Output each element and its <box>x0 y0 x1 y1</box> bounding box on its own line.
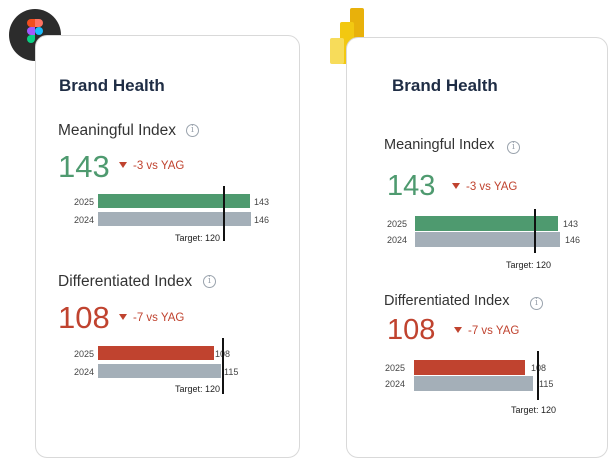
down-triangle-icon <box>119 313 127 320</box>
down-triangle-icon <box>119 161 127 168</box>
year-label: 2024 <box>74 215 95 225</box>
bar-value: 146 <box>254 215 270 225</box>
differentiated-index-value: 108 <box>58 300 110 335</box>
bar-value: 115 <box>539 379 554 389</box>
brand-health-card-powerbi: Brand Health Meaningful Index i 143 -3 v… <box>346 37 608 458</box>
bar-2025 <box>98 194 250 208</box>
differentiated-delta: -7 vs YAG <box>119 312 184 324</box>
bar-2024 <box>98 212 251 226</box>
target-line <box>534 209 536 253</box>
differentiated-delta: -7 vs YAG <box>454 325 519 337</box>
down-triangle-icon <box>454 326 462 333</box>
year-label: 2025 <box>385 363 406 373</box>
differentiated-index-label: Differentiated Index <box>58 273 193 290</box>
bar-value: 115 <box>224 367 239 377</box>
bar-2024 <box>414 376 533 391</box>
meaningful-delta: -3 vs YAG <box>119 160 184 172</box>
year-label: 2025 <box>387 219 408 229</box>
info-icon[interactable]: i <box>507 141 520 154</box>
target-label: Target: 120 <box>506 260 552 270</box>
meaningful-index-label: Meaningful Index <box>384 137 495 153</box>
bar-2024 <box>415 232 560 247</box>
bar-value: 146 <box>565 235 581 245</box>
brand-health-card-figma: Brand Health Meaningful Index i 143 -3 v… <box>35 35 300 458</box>
differentiated-index-value: 108 <box>387 314 436 346</box>
bar-2024 <box>98 364 221 378</box>
target-line <box>223 186 225 241</box>
year-label: 2024 <box>385 379 406 389</box>
meaningful-delta: -3 vs YAG <box>452 181 517 193</box>
info-icon[interactable]: i <box>203 275 216 288</box>
meaningful-index-value: 143 <box>387 170 436 202</box>
meaningful-index-value: 143 <box>58 149 110 184</box>
target-line <box>537 351 539 400</box>
bar-2025 <box>414 360 525 375</box>
bar-value: 143 <box>563 219 579 229</box>
target-line <box>222 338 224 394</box>
target-label: Target: 120 <box>175 233 221 243</box>
bar-value: 143 <box>254 197 270 207</box>
year-label: 2024 <box>387 235 408 245</box>
target-label: Target: 120 <box>511 405 557 415</box>
year-label: 2024 <box>74 367 95 377</box>
info-icon[interactable]: i <box>530 297 543 310</box>
meaningful-index-label: Meaningful Index <box>58 122 177 139</box>
card-title: Brand Health <box>392 76 498 95</box>
info-icon[interactable]: i <box>186 124 199 137</box>
year-label: 2025 <box>74 197 95 207</box>
differentiated-index-label: Differentiated Index <box>384 293 510 309</box>
bar-2025 <box>415 216 558 231</box>
bar-2025 <box>98 346 214 360</box>
card-title: Brand Health <box>59 76 165 95</box>
year-label: 2025 <box>74 349 95 359</box>
down-triangle-icon <box>452 182 460 189</box>
target-label: Target: 120 <box>175 384 221 394</box>
